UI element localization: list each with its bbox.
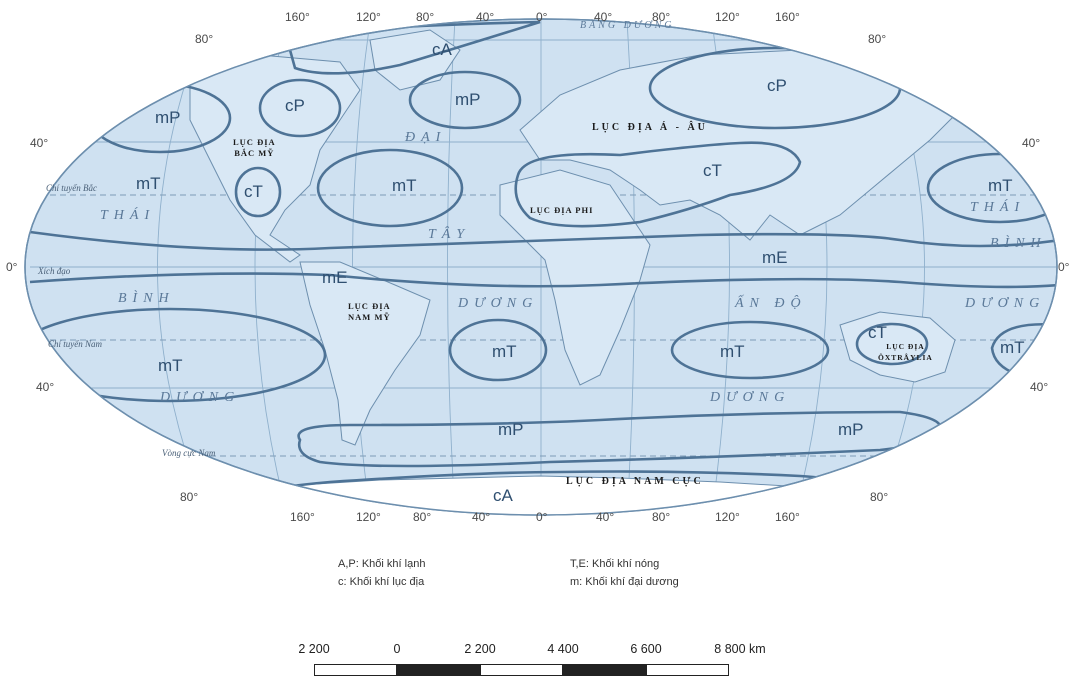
air-mass-label: mE [322,268,348,287]
lon-label-top: 40° [476,10,495,24]
continent-label: LỤC ĐỊA NAM CỰC [566,476,704,487]
ocean-label: TÂY [428,227,471,242]
lon-label-bottom: 120° [356,510,381,524]
air-mass-label: mP [838,420,864,439]
ocean-label: DƯƠNG [965,296,1046,311]
lon-label-top: 80° [416,10,435,24]
air-mass-label: cT [868,323,887,342]
air-mass-label: mT [392,176,417,195]
lon-label-bottom: 0° [536,510,548,524]
air-mass-label: mP [455,90,481,109]
lon-label-top: 120° [715,10,740,24]
lat-label-left: 40° [30,136,49,150]
scale-label: 6 600 [630,642,662,656]
scale-label: 4 400 [547,642,579,656]
scale-segment [563,664,646,676]
air-mass-label: cP [285,96,305,115]
continent-label: LỤC ĐỊA NAM MỸ [348,301,391,322]
lat-label-right: 0° [1058,260,1070,274]
legend-maritime: m: Khối khí đại dương [570,576,679,588]
air-mass-label: cT [244,182,263,201]
equator-label: Xích đạo [38,266,71,276]
lat-label-right: 40° [1030,380,1049,394]
lon-label-top: 160° [775,10,800,24]
lon-label-bottom: 40° [596,510,615,524]
ocean-label: BĂNG DƯƠNG [580,20,675,31]
continent-label: LỤC ĐỊA PHI [530,205,594,215]
lon-label-bottom: 120° [715,510,740,524]
air-mass-label: mP [498,420,524,439]
ocean-label: BÌNH [990,236,1047,251]
continent-label: LỤC ĐỊA BẮC MỸ [233,137,276,158]
air-mass-label: cA [432,40,452,59]
air-mass-label: cT [703,161,722,180]
lat-label-left: 0° [6,260,18,274]
antarctic-circle-label: Vòng cực Nam [162,448,216,458]
legend: A,P: Khối khí lạnh T,E: Khối khí nóng c:… [338,558,758,604]
lon-label-top: 40° [594,10,613,24]
legend-continental: c: Khối khí lục địa [338,576,425,588]
air-mass-label: cA [493,486,513,505]
scale-segment [397,664,480,676]
air-mass-label: mT [1000,338,1025,357]
lon-label-top: 160° [285,10,310,24]
scale-label: 2 200 [298,642,330,656]
air-mass-label: mT [158,356,183,375]
air-mass-label: mE [762,248,788,267]
scale-segment [314,664,397,676]
lon-label-top: 0° [536,10,548,24]
lon-label-top: 120° [356,10,381,24]
lat-label-left: 80° [180,490,199,504]
air-mass-label: mT [492,342,517,361]
legend-cold: A,P: Khối khí lạnh [338,558,426,570]
lat-label-right: 80° [870,490,889,504]
lat-label-right: 40° [1022,136,1041,150]
continent-label: LỤC ĐỊA Á - ÂU [592,122,708,133]
scale-label: 2 200 [464,642,496,656]
scale-bar: 2 200 0 2 200 4 400 6 600 8 800 km [280,642,800,682]
continent-label: LỤC ĐỊA ÔXTRÂYLIA [878,342,933,362]
ocean-label: ĐẠI [405,130,447,145]
lat-label-left: 40° [36,380,55,394]
lon-label-bottom: 80° [652,510,671,524]
legend-hot: T,E: Khối khí nóng [570,558,660,570]
lat-label-left: 80° [195,32,214,46]
ocean-label: THÁI [970,200,1026,215]
lon-label-bottom: 160° [290,510,315,524]
scale-label: 8 800 km [714,642,766,656]
air-mass-label: cP [767,76,787,95]
ocean-label: THÁI [100,208,156,223]
map-svg [24,18,1058,516]
world-map: 160° 120° 80° 40° 0° 40° 80° 120° 160° 1… [6,10,1070,524]
air-mass-label: mP [155,108,181,127]
lon-label-bottom: 160° [775,510,800,524]
ocean-label: DƯƠNG [458,296,539,311]
ocean-label: DƯƠNG [160,390,241,405]
air-mass-label: mT [988,176,1013,195]
ocean-label: DƯƠNG [710,390,791,405]
lat-label-right: 80° [868,32,887,46]
scale-segment [480,664,563,676]
lon-label-bottom: 80° [413,510,432,524]
ocean-label: ẤN ĐỘ [735,296,807,311]
air-mass-label: mT [720,342,745,361]
tropic-north-label: Chí tuyến Bắc [46,183,97,193]
ocean-label: BÌNH [118,291,175,306]
lon-label-bottom: 40° [472,510,491,524]
lon-label-top: 80° [652,10,671,24]
scale-label: 0 [393,642,401,656]
tropic-south-label: Chí tuyến Nam [48,339,102,349]
scale-segment [646,664,729,676]
air-mass-label: mT [136,174,161,193]
